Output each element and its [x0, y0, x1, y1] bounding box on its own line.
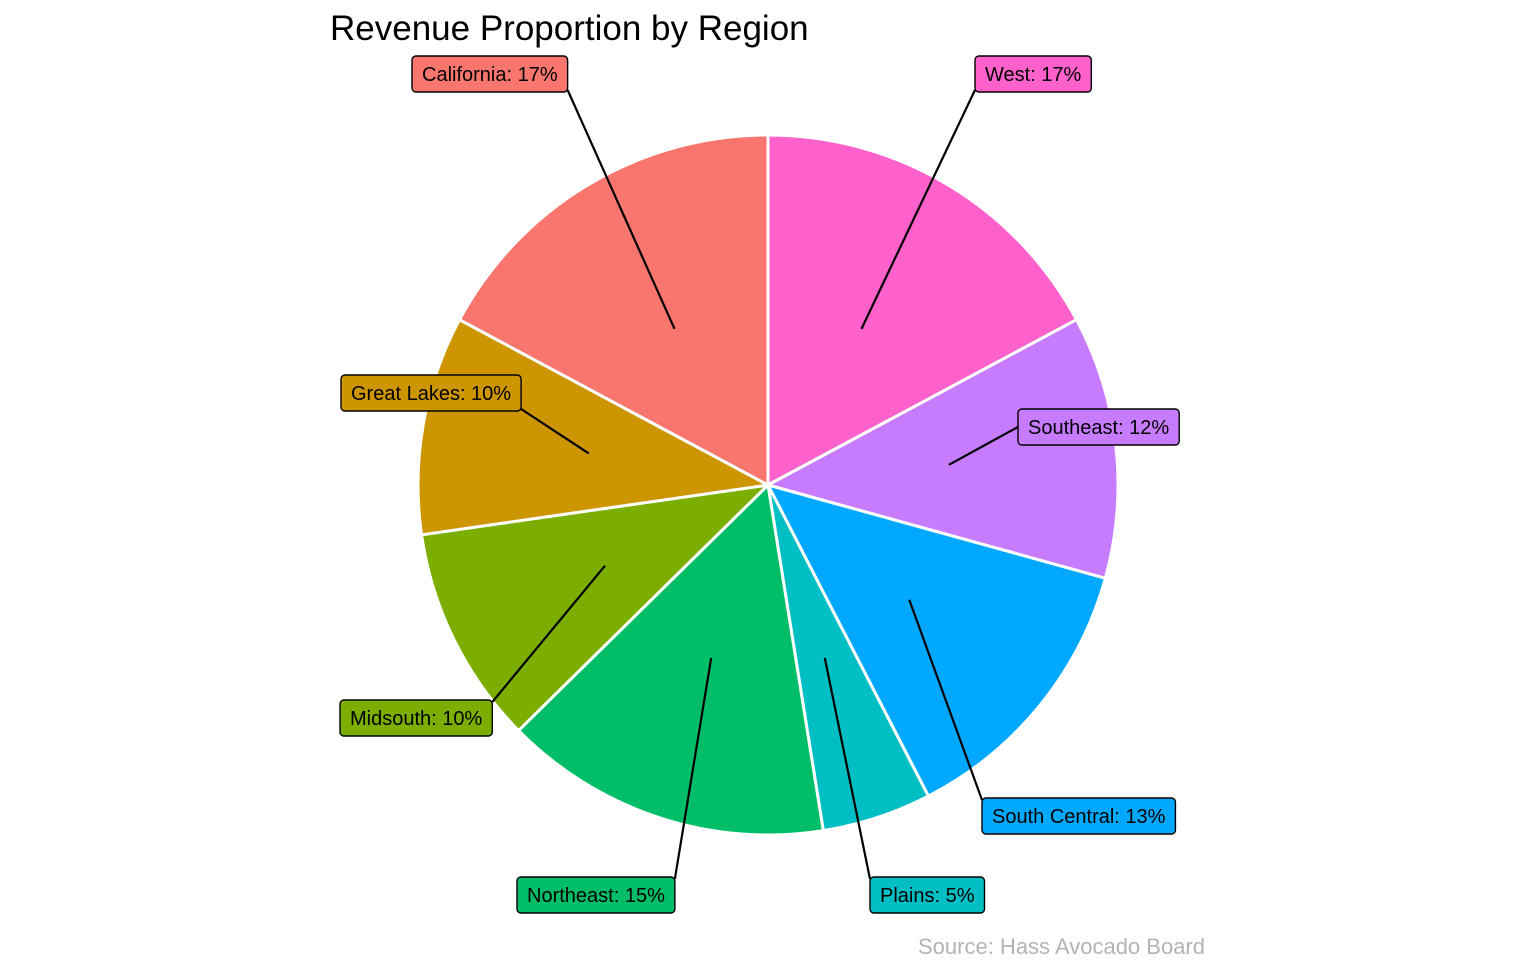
slice-label-west: West: 17%: [985, 64, 1082, 86]
pie-slice-southeast: [763, 317, 1120, 581]
leader-line-plains: [823, 657, 872, 880]
leader-line-great-lakes: [520, 408, 590, 455]
slice-labels: West: 17% Southeast: 12% South Central: 13…: [339, 55, 1180, 914]
slice-label-northeast: Northeast: 15%: [527, 885, 665, 907]
source-caption: Source: Hass Avocado Board: [918, 934, 1205, 959]
label-box-plains: [869, 876, 986, 914]
label-box-northeast: [516, 876, 676, 914]
slice-label-california: California: 17%: [422, 64, 558, 86]
leader-line-southeast: [948, 426, 1019, 466]
label-box-southeast: [1017, 408, 1180, 446]
pie-slice-west: [766, 133, 1079, 488]
pie-slices: [416, 133, 1120, 837]
pie-slice-california: [457, 133, 770, 488]
leader-line-northeast: [673, 657, 713, 880]
label-box-west: [974, 55, 1093, 93]
slice-label-great-lakes: Great Lakes: 10%: [351, 383, 511, 405]
label-box-midsouth: [339, 699, 493, 737]
slice-label-plains: Plains: 5%: [880, 885, 975, 907]
label-leader-lines: [491, 89, 1019, 880]
slice-label-southeast: Southeast: 12%: [1028, 417, 1169, 439]
slice-label-midsouth: Midsouth: 10%: [350, 708, 483, 730]
chart-title: Revenue Proportion by Region: [330, 9, 809, 48]
label-box-south-central: [981, 797, 1177, 835]
slice-label-south-central: South Central: 13%: [992, 806, 1166, 828]
pie-slice-great-lakes: [416, 317, 773, 537]
leader-line-west: [860, 89, 976, 330]
label-box-great-lakes: [340, 374, 522, 412]
leader-line-california: [566, 89, 676, 330]
pie-slice-south-central: [765, 482, 1108, 799]
leader-line-south-central: [908, 599, 984, 801]
pie-slice-northeast: [516, 481, 826, 837]
pie-slice-midsouth: [419, 482, 773, 733]
leader-line-midsouth: [491, 565, 606, 703]
label-box-california: [411, 55, 569, 93]
